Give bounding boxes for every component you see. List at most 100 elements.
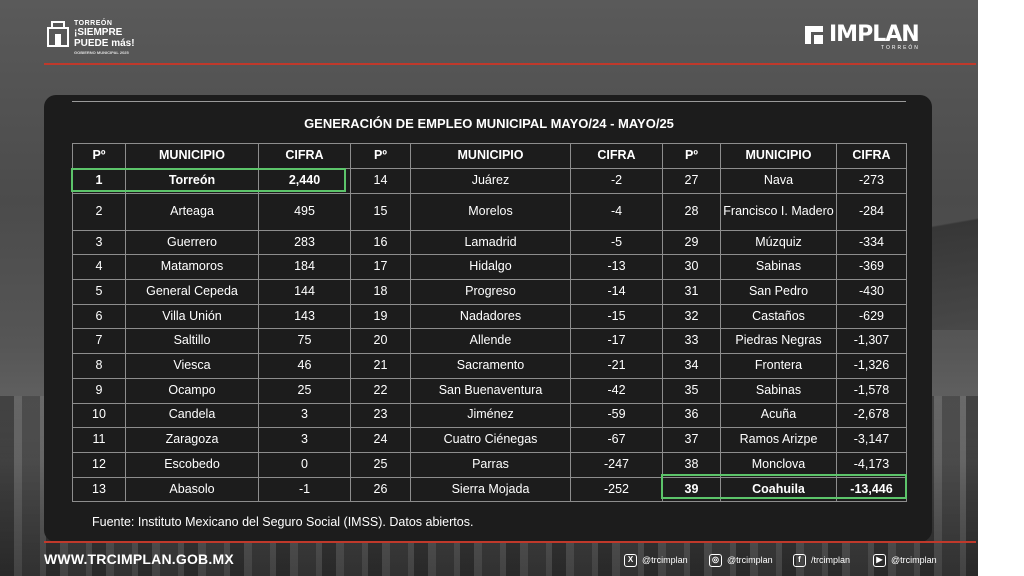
municipio-cell: Francisco I. Madero	[720, 192, 837, 231]
cifra-cell: -334	[836, 229, 907, 256]
rank-cell: 16	[350, 229, 411, 256]
cifra-cell: -15	[570, 303, 663, 330]
implan-sub: TORREÓN	[881, 45, 920, 51]
municipio-cell: Acuña	[720, 402, 837, 429]
rank-cell: 31	[662, 279, 721, 305]
rank-cell: 26	[350, 476, 411, 503]
table-row: 10 Candela 3 23 Jiménez -59 36 Acuña -2,678	[72, 402, 907, 429]
logo-line1: TORREÓN	[74, 20, 113, 27]
municipio-cell: Cuatro Ciénegas	[410, 427, 571, 453]
rank-cell: 35	[662, 377, 721, 404]
rank-cell: 30	[662, 254, 721, 281]
cifra-cell: 495	[258, 192, 351, 231]
municipio-cell: Abasolo	[125, 476, 259, 503]
municipio-cell: Sacramento	[410, 353, 571, 379]
cifra-cell: 46	[258, 353, 351, 379]
rank-cell: 7	[72, 328, 126, 355]
cifra-cell: -629	[836, 303, 907, 330]
rank-cell: 12	[72, 451, 126, 478]
municipio-cell: Múzquiz	[720, 229, 837, 256]
rank-cell: 21	[350, 353, 411, 379]
cifra-cell: -42	[570, 377, 663, 404]
rank-cell: 39	[662, 476, 721, 503]
municipio-cell: Allende	[410, 328, 571, 355]
cifra-cell: -1,578	[836, 377, 907, 404]
social-instagram-handle: @trcimplan	[727, 555, 773, 565]
rank-cell: 8	[72, 353, 126, 379]
municipio-cell: Piedras Negras	[720, 328, 837, 355]
cifra-cell: 2,440	[258, 168, 351, 194]
col-header-cifra-1: CIFRA	[258, 143, 351, 169]
cifra-cell: -3,147	[836, 427, 907, 453]
rank-cell: 37	[662, 427, 721, 453]
cifra-cell: 144	[258, 279, 351, 305]
torreon-logo: TORREÓN ¡SIEMPRE PUEDE más! GOBIERNO MUN…	[46, 20, 156, 55]
cifra-cell: 283	[258, 229, 351, 256]
social-x-handle: @trcimplan	[642, 555, 688, 565]
footer-divider	[44, 541, 976, 543]
rank-cell: 33	[662, 328, 721, 355]
cifra-cell: -14	[570, 279, 663, 305]
rank-cell: 13	[72, 476, 126, 503]
facebook-icon: f	[793, 553, 806, 567]
municipio-cell: Hidalgo	[410, 254, 571, 281]
col-header-cifra-3: CIFRA	[836, 143, 907, 169]
table-row: 6 Villa Unión 143 19 Nadadores -15 32 Castaños -…	[72, 303, 907, 330]
municipio-cell: Sierra Mojada	[410, 476, 571, 503]
logo-line4: GOBIERNO MUNICIPAL 2025	[74, 50, 129, 55]
table-row: 1 Torreón 2,440 14 Juárez -2 27 Nava -273	[72, 168, 907, 194]
cifra-cell: -273	[836, 168, 907, 194]
table-header-row: Pº MUNICIPIO CIFRA Pº MUNICIPIO CIFRA Pº…	[72, 143, 907, 169]
rank-cell: 22	[350, 377, 411, 404]
municipio-cell: Juárez	[410, 168, 571, 194]
municipio-cell: Coahuila	[720, 476, 837, 503]
col-header-municipio-2: MUNICIPIO	[410, 143, 571, 169]
rank-cell: 15	[350, 192, 411, 231]
social-youtube[interactable]: ▶ @trcimplan	[873, 552, 937, 568]
website-link[interactable]: WWW.TRCIMPLAN.GOB.MX	[44, 551, 234, 567]
municipio-cell: San Buenaventura	[410, 377, 571, 404]
logo-line2: ¡SIEMPRE	[74, 27, 123, 38]
municipio-cell: Parras	[410, 451, 571, 478]
table-row: 8 Viesca 46 21 Sacramento -21 34 Frontera -1,326	[72, 353, 907, 379]
municipio-cell: Sabinas	[720, 254, 837, 281]
cifra-cell: -5	[570, 229, 663, 256]
table-row: 5 General Cepeda 144 18 Progreso -14 31 San Ped…	[72, 279, 907, 305]
municipio-cell: Nava	[720, 168, 837, 194]
social-instagram[interactable]: ◎ @trcimplan	[709, 552, 773, 568]
title-divider	[72, 101, 906, 102]
rank-cell: 5	[72, 279, 126, 305]
municipio-cell: Torreón	[125, 168, 259, 194]
implan-name: IMPLAN	[829, 22, 920, 47]
rank-cell: 25	[350, 451, 411, 478]
municipio-cell: Matamoros	[125, 254, 259, 281]
cifra-cell: 3	[258, 402, 351, 429]
col-header-rank-1: Pº	[72, 143, 126, 169]
cifra-cell: 25	[258, 377, 351, 404]
rank-cell: 24	[350, 427, 411, 453]
cifra-cell: -1	[258, 476, 351, 503]
col-header-rank-2: Pº	[350, 143, 411, 169]
cifra-cell: -2	[570, 168, 663, 194]
rank-cell: 27	[662, 168, 721, 194]
cifra-cell: -430	[836, 279, 907, 305]
source-note: Fuente: Instituto Mexicano del Seguro So…	[92, 515, 474, 529]
implan-mark-icon	[805, 26, 823, 44]
cifra-cell: -17	[570, 328, 663, 355]
rank-cell: 20	[350, 328, 411, 355]
municipio-cell: Ocampo	[125, 377, 259, 404]
table-row: 3 Guerrero 283 16 Lamadrid -5 29 Múzquiz -334	[72, 229, 907, 256]
social-facebook[interactable]: f /trcimplan	[793, 552, 850, 568]
rank-cell: 36	[662, 402, 721, 429]
municipio-cell: Zaragoza	[125, 427, 259, 453]
rank-cell: 38	[662, 451, 721, 478]
cifra-cell: -13	[570, 254, 663, 281]
cifra-cell: -13,446	[836, 476, 907, 503]
municipio-cell: Candela	[125, 402, 259, 429]
municipio-cell: Ramos Arizpe	[720, 427, 837, 453]
municipio-cell: Arteaga	[125, 192, 259, 231]
table-title: GENERACIÓN DE EMPLEO MUNICIPAL MAYO/24 -…	[304, 116, 674, 131]
rank-cell: 4	[72, 254, 126, 281]
youtube-icon: ▶	[873, 553, 886, 567]
social-x[interactable]: X @trcimplan	[624, 552, 688, 568]
